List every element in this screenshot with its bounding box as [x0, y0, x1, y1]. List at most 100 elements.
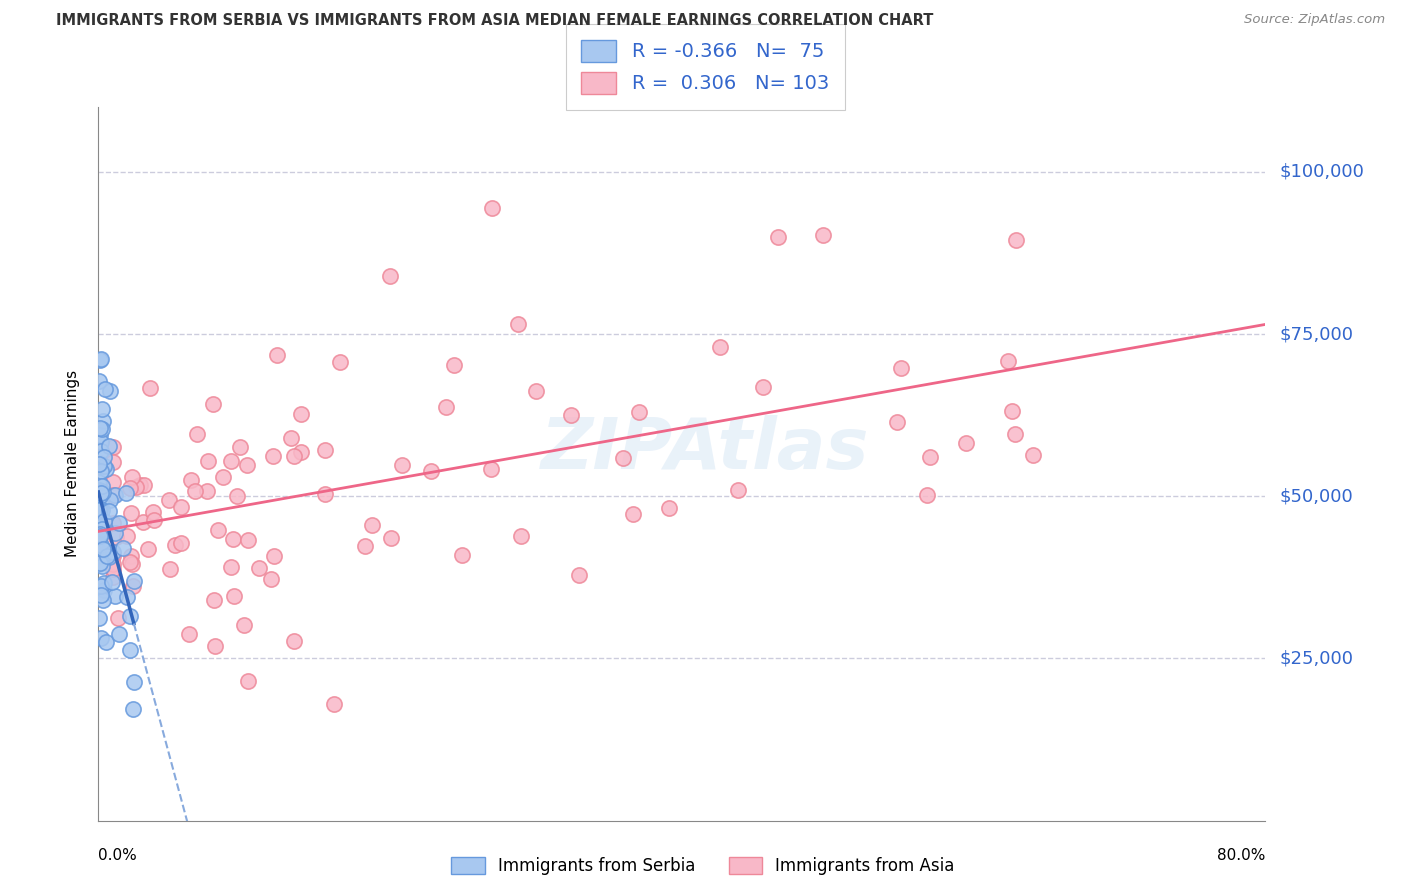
Point: [108, 627, 131, 641]
Point: [104, 590, 127, 604]
Point: [997, 354, 1019, 368]
Point: [329, 355, 352, 369]
Point: [134, 478, 156, 492]
Point: [89, 501, 111, 516]
Point: [93, 458, 115, 473]
Point: [91, 592, 114, 607]
Point: [163, 538, 186, 552]
Point: [114, 485, 136, 500]
Point: [90, 464, 112, 478]
Point: [247, 560, 270, 574]
Point: [104, 488, 127, 502]
Point: [120, 608, 142, 623]
Point: [94, 382, 117, 396]
Text: IMMIGRANTS FROM SERBIA VS IMMIGRANTS FROM ASIA MEDIAN FEMALE EARNINGS CORRELATIO: IMMIGRANTS FROM SERBIA VS IMMIGRANTS FRO…: [56, 13, 934, 29]
Text: Source: ZipAtlas.com: Source: ZipAtlas.com: [1244, 13, 1385, 27]
Point: [184, 484, 207, 499]
Point: [380, 531, 402, 545]
Point: [91, 522, 114, 536]
Point: [314, 443, 336, 458]
Point: [96, 549, 118, 563]
Point: [90, 444, 112, 458]
Point: [89, 421, 111, 435]
Point: [186, 426, 208, 441]
Point: [157, 493, 180, 508]
Point: [96, 462, 118, 476]
Point: [508, 318, 530, 332]
Point: [612, 451, 634, 466]
Point: [100, 574, 122, 589]
Point: [238, 674, 260, 689]
Point: [207, 523, 229, 537]
Point: [236, 533, 259, 547]
Y-axis label: Median Female Earnings: Median Female Earnings: [65, 370, 80, 558]
Point: [89, 544, 111, 558]
Point: [89, 489, 111, 503]
Point: [1021, 448, 1043, 462]
Point: [89, 611, 111, 625]
Point: [93, 543, 115, 558]
Point: [90, 631, 112, 645]
Point: [101, 454, 124, 468]
Point: [361, 518, 384, 533]
Point: [89, 502, 111, 516]
Point: [90, 527, 112, 541]
Point: [101, 475, 124, 490]
Point: [89, 351, 111, 366]
Point: [91, 541, 114, 556]
Point: [89, 520, 111, 534]
Point: [260, 572, 283, 586]
Point: [727, 483, 749, 497]
Point: [204, 639, 226, 653]
Point: [280, 432, 302, 446]
Point: [91, 485, 114, 500]
Point: [90, 479, 112, 493]
Point: [122, 578, 145, 592]
Point: [90, 549, 112, 563]
Point: [89, 353, 111, 368]
Point: [108, 516, 131, 530]
Point: [195, 483, 218, 498]
Point: [89, 457, 111, 471]
Point: [93, 414, 115, 428]
Point: [98, 384, 121, 398]
Point: [202, 592, 225, 607]
Point: [89, 374, 111, 388]
Point: [886, 415, 908, 429]
Point: [90, 538, 112, 552]
Point: [353, 539, 375, 553]
Point: [120, 643, 142, 657]
Point: [90, 434, 112, 449]
Point: [122, 674, 145, 689]
Text: ZIPAtlas: ZIPAtlas: [541, 415, 869, 484]
Point: [101, 488, 124, 502]
Point: [93, 514, 115, 528]
Point: [263, 549, 285, 563]
Point: [90, 495, 112, 509]
Point: [101, 544, 124, 558]
Point: [212, 470, 235, 484]
Point: [121, 557, 143, 571]
Point: [709, 340, 731, 354]
Point: [101, 547, 124, 561]
Point: [283, 634, 305, 648]
Point: [955, 436, 977, 450]
Point: [89, 512, 111, 526]
Point: [1005, 233, 1028, 247]
Point: [125, 480, 148, 494]
Point: [890, 360, 912, 375]
Point: [560, 408, 582, 422]
Point: [917, 488, 939, 502]
Point: [266, 348, 288, 362]
Point: [450, 549, 472, 563]
Point: [229, 440, 252, 454]
Text: $25,000: $25,000: [1279, 649, 1354, 667]
Point: [91, 401, 114, 416]
Point: [510, 528, 533, 542]
Point: [752, 380, 775, 394]
Text: $75,000: $75,000: [1279, 325, 1354, 343]
Point: [97, 550, 120, 565]
Point: [142, 505, 165, 519]
Point: [128, 477, 150, 491]
Text: $50,000: $50,000: [1279, 487, 1353, 505]
